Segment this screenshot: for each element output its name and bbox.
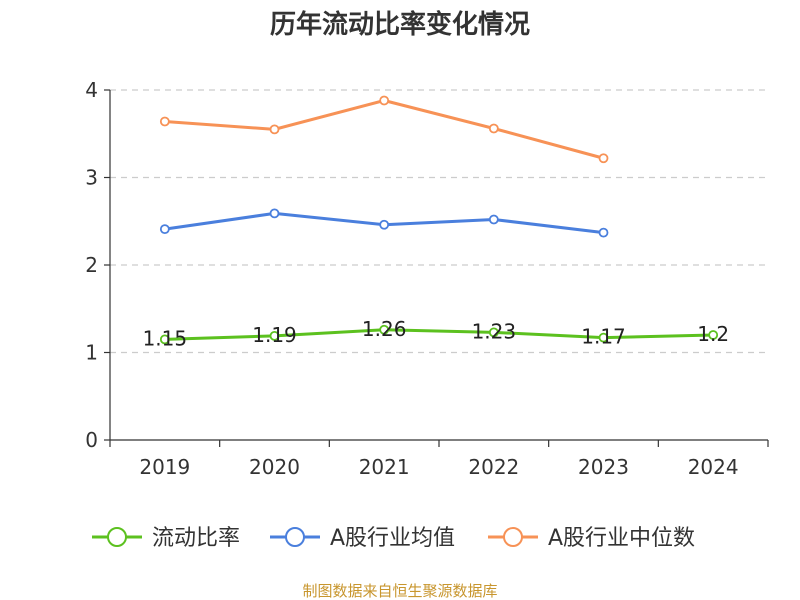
legend-label: A股行业均值 [330,526,455,551]
y-tick-label: 3 [85,166,98,190]
data-point [488,214,499,225]
legend: 流动比率 A股行业均值 A股行业中位数 [92,526,695,551]
x-tick-label: 2022 [468,455,519,479]
data-point [488,327,499,338]
series-0: 1.15 1.19 1.26 1.23 1.17 1.2 [143,317,730,351]
data-point [488,123,499,134]
data-point [598,227,609,238]
series-2 [159,95,609,164]
series-line [164,328,714,341]
data-label: 1.19 [252,323,297,347]
data-label: 1.2 [697,322,729,346]
y-tick-label: 1 [85,341,98,365]
data-label: 1.26 [362,317,407,341]
axes: 0 1 2 3 4 2019 2020 2021 2022 2023 2024 [85,78,769,479]
legend-label: A股行业中位数 [548,526,695,551]
x-tick-label: 2024 [688,455,739,479]
legend-swatch-marker [285,527,305,547]
data-point [269,208,280,219]
y-tick-label: 2 [85,253,98,277]
legend-item: A股行业中位数 [488,526,695,551]
x-tick-label: 2019 [139,455,190,479]
legend-item: A股行业均值 [270,526,455,551]
y-tick-label: 4 [85,78,98,102]
data-point [708,330,719,340]
data-point [379,219,390,230]
series-layer: 1.15 1.19 1.26 1.23 1.17 1.2 [143,95,730,351]
y-tick-label: 0 [85,428,98,452]
data-point [159,224,170,235]
data-point [269,124,280,135]
legend-swatch-marker [503,527,523,547]
data-label: 1.23 [472,319,517,343]
data-label: 1.17 [581,325,626,349]
x-tick-label: 2023 [578,455,629,479]
series-line [164,99,604,160]
legend-label: 流动比率 [152,526,240,551]
series-1 [159,208,609,238]
data-point [598,153,609,164]
data-point [159,116,170,127]
data-label: 1.15 [143,326,188,350]
data-point [379,324,390,335]
x-tick-label: 2021 [359,455,410,479]
data-point [379,95,390,106]
data-point [269,330,280,341]
legend-swatch-marker [107,527,127,547]
x-tick-label: 2020 [249,455,300,479]
data-point [159,334,170,345]
source-note: 制图数据来自恒生聚源数据库 [302,582,497,600]
chart-title: 历年流动比率变化情况 [270,9,530,40]
data-point [598,332,609,343]
legend-item: 流动比率 [92,526,240,551]
